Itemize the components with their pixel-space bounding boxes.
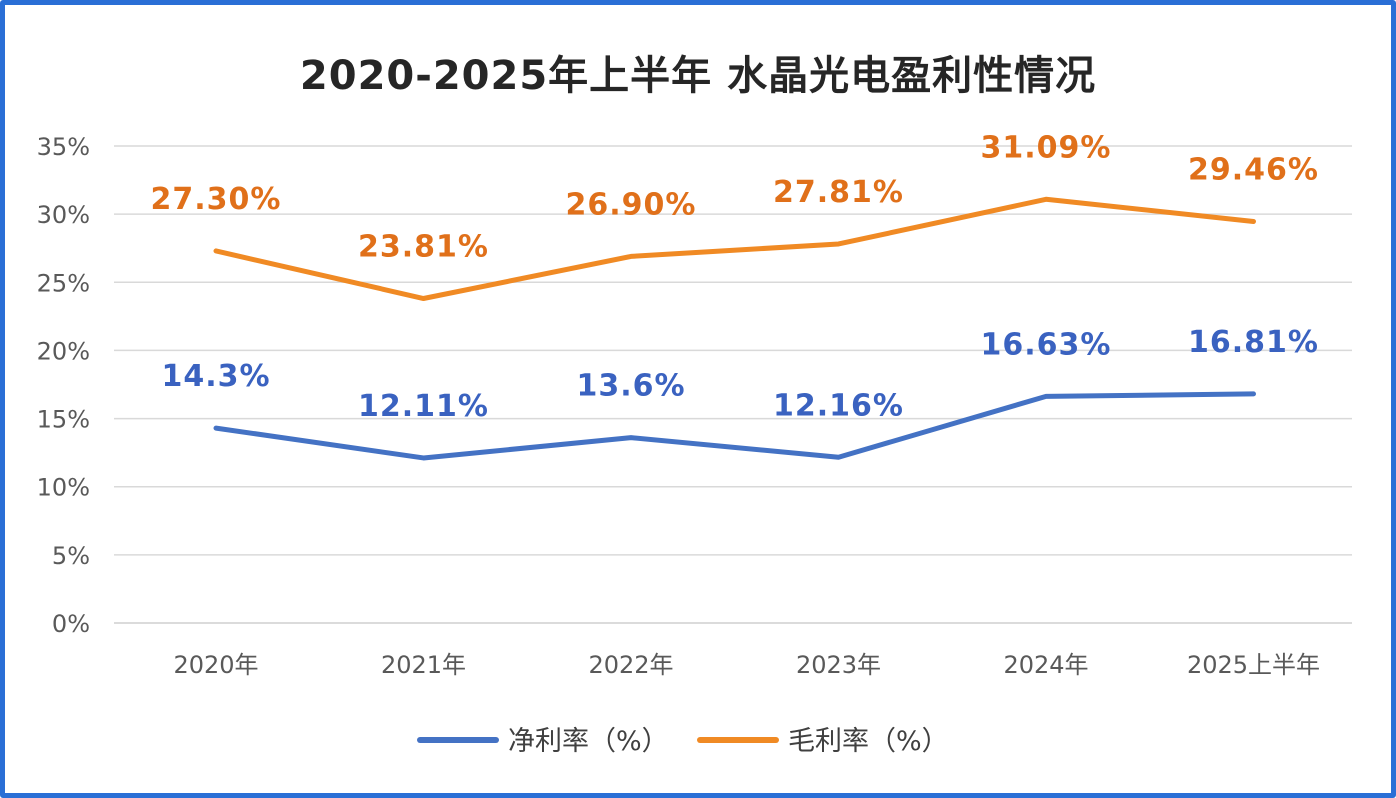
chart-title: 2020-2025年上半年 水晶光电盈利性情况 bbox=[299, 53, 1097, 99]
x-tick-label: 2023年 bbox=[796, 651, 881, 679]
legend-label: 毛利率（%） bbox=[788, 726, 949, 757]
data-label: 26.90% bbox=[566, 187, 697, 222]
x-tick-label: 2025上半年 bbox=[1187, 651, 1320, 679]
data-label: 23.81% bbox=[358, 230, 489, 265]
data-label: 13.6% bbox=[576, 369, 685, 404]
y-tick-label: 5% bbox=[52, 542, 90, 570]
y-tick-label: 35% bbox=[37, 133, 90, 161]
data-label: 29.46% bbox=[1188, 153, 1319, 188]
x-tick-label: 2024年 bbox=[1003, 651, 1088, 679]
y-tick-label: 0% bbox=[52, 610, 90, 638]
y-tick-label: 20% bbox=[37, 337, 90, 365]
x-tick-label: 2022年 bbox=[588, 651, 673, 679]
y-tick-label: 30% bbox=[37, 201, 90, 229]
x-tick-label: 2021年 bbox=[381, 651, 466, 679]
series-line bbox=[213, 196, 1256, 302]
y-tick-label: 10% bbox=[37, 474, 90, 502]
data-label: 12.16% bbox=[773, 388, 904, 423]
data-label: 14.3% bbox=[161, 359, 270, 394]
data-label: 16.81% bbox=[1188, 325, 1319, 360]
data-label: 12.11% bbox=[358, 389, 489, 424]
data-label: 27.81% bbox=[773, 175, 904, 210]
x-tick-label: 2020年 bbox=[173, 651, 258, 679]
data-label: 27.30% bbox=[151, 182, 282, 217]
y-tick-label: 25% bbox=[37, 269, 90, 297]
data-label: 16.63% bbox=[981, 327, 1112, 362]
legend-label: 净利率（%） bbox=[508, 726, 669, 757]
data-label: 31.09% bbox=[981, 130, 1112, 165]
series-line bbox=[213, 391, 1256, 461]
y-tick-label: 15% bbox=[37, 406, 90, 434]
